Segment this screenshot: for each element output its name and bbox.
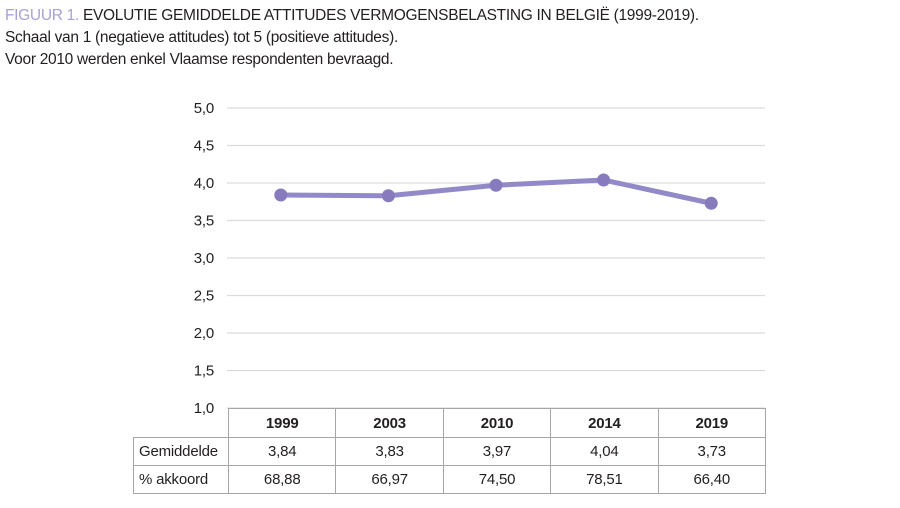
chart-data-table: 1999 2003 2010 2014 2019 Gemiddelde 3,84… <box>133 408 766 494</box>
table-cell: 3,97 <box>442 437 552 466</box>
table-col-header: 2010 <box>442 408 552 438</box>
table-cell: 4,04 <box>550 437 659 466</box>
y-axis-tick-label: 4,0 <box>194 175 214 192</box>
table-header-row: 1999 2003 2010 2014 2019 <box>133 408 766 438</box>
y-axis-tick-label: 2,5 <box>194 288 214 305</box>
table-row-gemiddelde: Gemiddelde 3,84 3,83 3,97 4,04 3,73 <box>133 437 766 466</box>
data-point-2019 <box>704 196 718 210</box>
figure-subtitle-scale: Schaal van 1 (negatieve attitudes) tot 5… <box>5 29 398 46</box>
data-point-2010 <box>489 178 503 192</box>
table-cell: 3,73 <box>657 437 766 466</box>
data-point-2014 <box>597 173 611 187</box>
data-point-1999 <box>274 188 288 202</box>
table-cell: 3,84 <box>227 437 337 466</box>
table-row-pct-akkoord: % akkoord 68,88 66,97 74,50 78,51 66,40 <box>133 465 766 494</box>
table-corner-cell <box>133 408 229 438</box>
table-cell: 66,97 <box>335 465 444 494</box>
y-axis-tick-label: 4,5 <box>194 138 214 155</box>
table-cell: 68,88 <box>227 465 337 494</box>
y-axis-tick-label: 1,5 <box>194 363 214 380</box>
figure-title: EVOLUTIE GEMIDDELDE ATTITUDES VERMOGENSB… <box>82 7 699 24</box>
row-label-pct-akkoord: % akkoord <box>133 465 229 494</box>
y-axis-tick-label: 3,0 <box>194 250 214 267</box>
table-cell: 74,50 <box>442 465 552 494</box>
figure-header: FIGUUR 1. EVOLUTIE GEMIDDELDE ATTITUDES … <box>5 5 699 71</box>
table-col-header: 2019 <box>657 408 766 438</box>
data-point-2003 <box>381 189 395 203</box>
y-axis-tick-label: 5,0 <box>194 100 214 117</box>
table-col-header: 2014 <box>550 408 659 438</box>
table-col-header: 1999 <box>227 408 337 438</box>
table-col-header: 2003 <box>335 408 444 438</box>
table-cell: 66,40 <box>657 465 766 494</box>
table-cell: 78,51 <box>550 465 659 494</box>
figure-title-line: FIGUUR 1. EVOLUTIE GEMIDDELDE ATTITUDES … <box>5 5 699 27</box>
y-axis-tick-label: 2,0 <box>194 325 214 342</box>
y-axis-tick-label: 3,5 <box>194 213 214 230</box>
table-cell: 3,83 <box>335 437 444 466</box>
figure-number-label: FIGUUR 1. <box>5 7 79 24</box>
figure-subtitle-note: Voor 2010 werden enkel Vlaamse responden… <box>5 51 394 68</box>
row-label-gemiddelde: Gemiddelde <box>133 437 229 466</box>
